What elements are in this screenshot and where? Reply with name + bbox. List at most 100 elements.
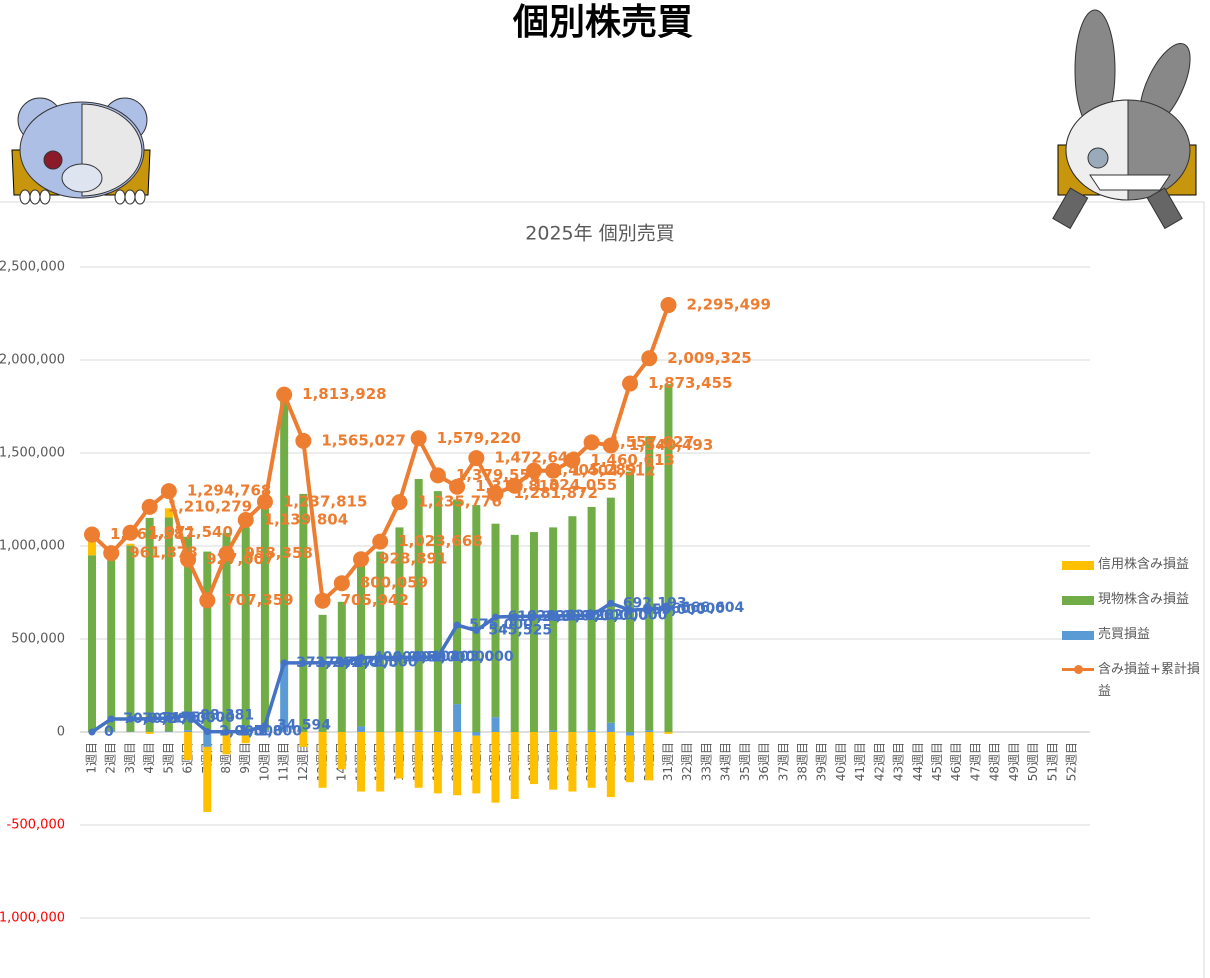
bar — [510, 534, 519, 732]
line-point — [410, 430, 427, 447]
bar — [645, 732, 654, 781]
bar — [587, 732, 596, 788]
bar — [626, 732, 635, 736]
bar — [645, 436, 654, 731]
x-tick-label: 41週目 — [853, 742, 867, 781]
line-point — [622, 375, 639, 392]
data-label: 401,000 — [411, 649, 475, 665]
data-label: 1,281,872 — [514, 484, 598, 502]
data-label: 800,059 — [360, 574, 428, 592]
data-label: 0 — [104, 724, 114, 740]
bar — [164, 517, 173, 732]
bar — [241, 527, 250, 732]
bar — [376, 551, 385, 732]
bar — [260, 730, 269, 732]
data-label: 1,237,815 — [283, 492, 367, 510]
bar — [260, 506, 269, 731]
x-tick-label: 5週目 — [161, 742, 175, 774]
data-label: 400,000 — [373, 650, 437, 666]
bar — [549, 527, 558, 731]
line-point — [280, 659, 288, 667]
bar — [280, 397, 289, 664]
x-tick-label: 34週目 — [719, 742, 733, 781]
data-label: 961,878 — [129, 544, 197, 562]
bar — [453, 732, 462, 796]
line-point — [180, 551, 197, 568]
data-label: 1,472,648 — [494, 449, 578, 467]
line-point — [319, 659, 327, 667]
line-point — [223, 728, 231, 736]
line-point — [549, 612, 557, 620]
line-point — [333, 575, 350, 592]
line-point — [141, 498, 158, 515]
line-point — [357, 654, 365, 662]
x-tick-label: 10週目 — [257, 742, 271, 781]
line-point — [568, 612, 576, 620]
bar — [395, 527, 404, 732]
line-point — [395, 653, 403, 661]
line-point — [372, 533, 389, 550]
line-point — [184, 712, 192, 720]
data-label: 1,579,220 — [437, 429, 521, 447]
data-label: 402,000 — [431, 649, 495, 665]
x-tick-label: 32週目 — [680, 742, 694, 781]
bar — [241, 732, 250, 744]
bar — [510, 732, 519, 799]
data-label: 1,324,055 — [533, 476, 617, 494]
y-tick-label: 1,500,000 — [0, 446, 65, 461]
bar — [472, 505, 481, 732]
data-label: 1,460,613 — [590, 451, 674, 469]
data-label: 403,000 — [450, 649, 514, 665]
x-tick-label: 40週目 — [834, 742, 848, 781]
line-point — [376, 654, 384, 662]
line-point — [237, 511, 254, 528]
x-tick-label: 4週目 — [142, 742, 156, 774]
x-tick-label: 11週目 — [277, 742, 291, 781]
x-tick-label: 9週目 — [238, 742, 252, 774]
bar — [280, 663, 289, 732]
data-label: 1,139,804 — [264, 510, 348, 528]
bar — [164, 731, 173, 732]
bar — [433, 731, 442, 732]
bar — [337, 601, 346, 732]
page-title: 個別株売買 — [512, 2, 693, 43]
chart-title: 2025年 個別売買 — [525, 223, 674, 245]
line-point — [588, 612, 596, 620]
data-label: 1,813,928 — [302, 385, 386, 403]
data-label: 575,000 — [469, 617, 533, 633]
bar — [606, 497, 615, 723]
x-tick-label: 43週目 — [892, 742, 906, 781]
data-label: 1,557,027 — [610, 433, 694, 451]
bar — [645, 730, 654, 732]
bar — [357, 726, 366, 732]
line-point — [160, 483, 177, 500]
x-tick-label: 3週目 — [123, 742, 137, 774]
line-point — [88, 728, 96, 736]
bar — [88, 555, 96, 732]
bar — [395, 732, 404, 779]
data-label: 1,540,493 — [629, 436, 713, 454]
legend-label: 含み損益+累計損益 — [1098, 662, 1200, 699]
bar — [433, 732, 442, 794]
bar — [88, 536, 96, 556]
legend-swatch — [1062, 631, 1094, 640]
bar — [529, 732, 538, 785]
bar — [357, 732, 366, 792]
bar — [203, 551, 212, 732]
x-tick-label: 39週目 — [815, 742, 829, 781]
line-point — [660, 297, 677, 314]
legend-swatch — [1062, 596, 1094, 605]
bar — [318, 614, 327, 732]
data-label: 1,873,455 — [648, 374, 732, 392]
bar — [376, 732, 385, 792]
bar — [664, 732, 673, 734]
bar — [126, 543, 135, 546]
legend-label: 信用株含み損益 — [1098, 557, 1190, 572]
line-point — [472, 627, 480, 635]
line-point — [261, 722, 269, 730]
data-label: 2,295,499 — [686, 296, 770, 314]
legend-label: 現物株含み損益 — [1098, 592, 1190, 607]
data-label: 660,000 — [661, 601, 725, 617]
bar — [203, 746, 212, 812]
